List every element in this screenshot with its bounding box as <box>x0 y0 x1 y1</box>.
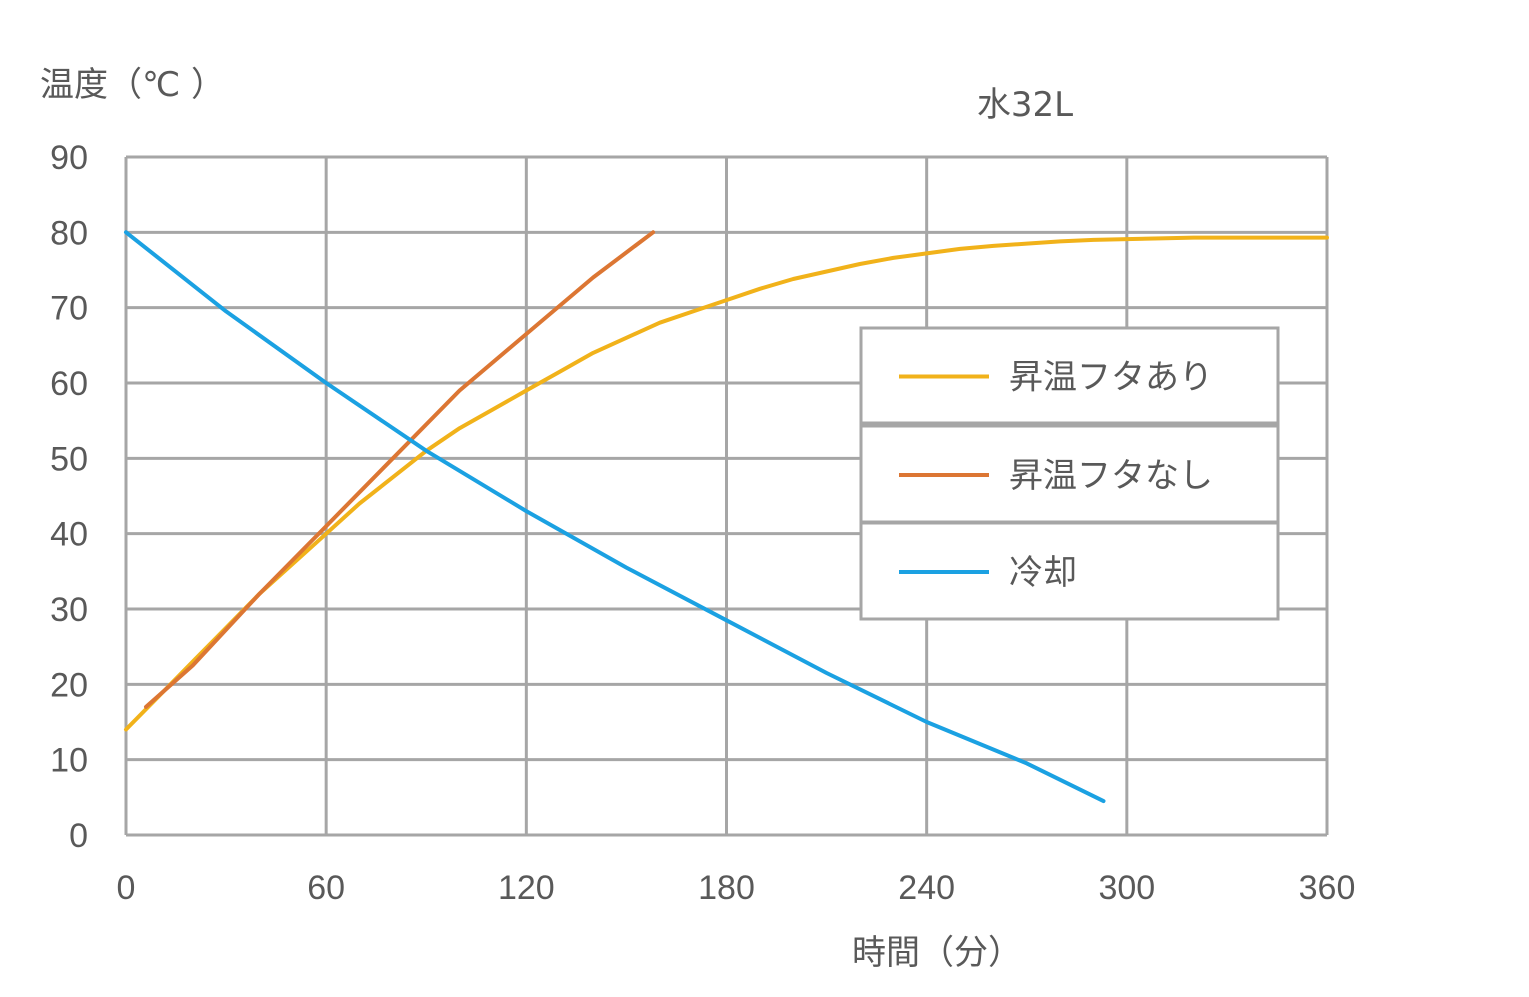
x-tick-label-60: 60 <box>307 869 345 907</box>
grid-lines <box>124 155 1329 837</box>
y-tick-label-0: 0 <box>69 817 88 855</box>
legend-label-0: 昇温フタあり <box>1009 358 1213 398</box>
x-tick-label-180: 180 <box>698 869 755 907</box>
x-axis-title: 時間（分） <box>852 933 1022 973</box>
tick-labels: 0 10 20 30 40 50 60 70 80 90 0 60 120 180 240 300 360 <box>50 139 1355 907</box>
series-lines <box>124 230 1329 804</box>
x-tick-label-120: 120 <box>498 869 555 907</box>
y-tick-label-30: 30 <box>50 591 88 629</box>
series-line-0 <box>124 235 1329 732</box>
y-axis-title: 温度（℃ ） <box>40 65 225 105</box>
x-tick-label-240: 240 <box>898 869 955 907</box>
y-tick-label-20: 20 <box>50 666 88 704</box>
x-tick-label-360: 360 <box>1299 869 1356 907</box>
y-tick-label-60: 60 <box>50 365 88 403</box>
x-tick-label-0: 0 <box>117 869 136 907</box>
legend-label-2: 冷却 <box>1009 553 1077 593</box>
y-tick-label-90: 90 <box>50 139 88 177</box>
series-line-2 <box>124 230 1106 804</box>
legend-label-1: 昇温フタなし <box>1009 456 1213 496</box>
chart-title: 水32L <box>977 85 1073 125</box>
y-tick-label-40: 40 <box>50 516 88 554</box>
y-tick-label-10: 10 <box>50 742 88 780</box>
y-tick-label-80: 80 <box>50 214 88 252</box>
y-tick-label-70: 70 <box>50 290 88 328</box>
series-line-1 <box>144 230 656 709</box>
x-tick-label-300: 300 <box>1098 869 1155 907</box>
y-tick-label-50: 50 <box>50 440 88 478</box>
